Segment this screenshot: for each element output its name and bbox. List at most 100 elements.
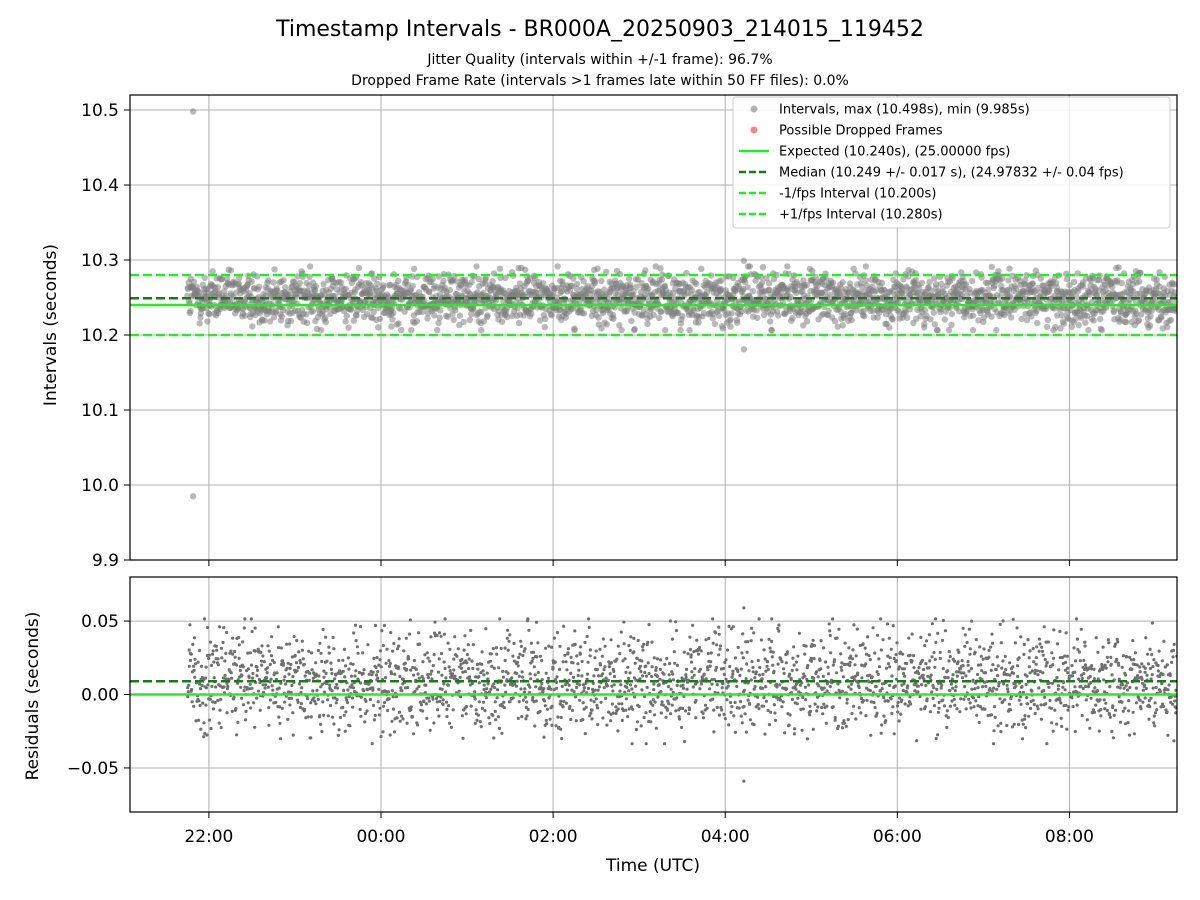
residual-point [429,672,433,676]
residual-point [290,655,294,659]
residual-point [577,683,582,687]
residual-point [874,684,878,689]
residual-point [1006,687,1010,691]
residual-point [495,696,499,700]
residual-point [186,690,190,694]
residual-point [366,643,370,647]
residual-point [447,721,452,725]
residual-point [968,701,972,705]
residual-point [864,652,869,656]
residual-point [270,684,274,688]
residual-point [601,672,605,676]
interval-point [431,312,438,319]
residual-point [240,696,244,700]
residual-point [763,657,767,661]
residual-point [824,721,828,725]
residual-point [684,667,689,672]
residual-point [1044,664,1048,668]
residual-point [946,669,950,673]
residual-point [879,617,883,621]
residual-point [812,656,816,661]
residual-point [516,664,520,668]
residual-point [480,706,484,711]
residual-point [650,665,654,669]
residual-point [322,669,326,673]
interval-point [662,326,669,334]
interval-point [489,278,496,285]
interval-point [598,325,605,332]
residual-point [867,680,871,684]
interval-point [1085,326,1092,334]
residual-point [822,686,826,690]
interval-point [440,277,447,285]
residual-point [413,689,417,694]
residual-point [640,659,644,663]
residual-point [609,661,614,665]
residual-point [859,696,864,701]
residual-point [588,714,592,718]
residual-point [534,699,538,703]
residual-point [212,676,216,680]
residual-point [995,655,999,659]
residual-point [1020,718,1024,722]
interval-point [656,314,663,322]
residual-point [883,699,887,703]
residual-point [583,640,587,645]
residual-point [680,677,685,681]
residual-point [929,673,933,677]
residual-point [618,652,622,656]
residual-point [953,703,957,707]
residual-point [344,664,348,668]
residual-point [326,698,330,702]
residual-point [615,657,619,661]
residual-point [253,725,257,729]
interval-point [1043,323,1051,331]
residual-point [584,705,588,709]
interval-point [568,282,575,289]
residual-point [542,699,547,703]
residual-point [506,648,510,652]
residual-point [280,706,284,710]
residual-point [216,657,220,661]
residual-point [359,714,363,718]
residual-point [538,654,543,658]
residual-point [188,658,193,663]
residual-point [1040,645,1044,649]
residual-point [979,654,983,658]
chart-subtitle-dropped: Dropped Frame Rate (intervals >1 frames … [351,73,849,89]
residual-point [997,680,1002,685]
residual-point [1008,673,1012,677]
residual-point [260,663,264,667]
residual-point [319,651,323,655]
interval-point [450,316,457,324]
residual-point [554,724,558,728]
interval-point [610,315,617,322]
residual-point [593,688,597,692]
residual-point [750,660,754,664]
residual-point [666,685,671,689]
residual-point [711,641,715,645]
interval-point [1115,264,1122,271]
residual-point [628,683,633,687]
residual-point [283,700,287,704]
residual-point [977,720,981,725]
residual-point [317,674,321,678]
residual-point [384,676,388,680]
residual-point [611,689,615,693]
residual-point [776,626,780,631]
residual-point [562,624,566,628]
interval-point [941,316,948,323]
residual-point [775,682,779,687]
residual-point [870,675,874,679]
residual-point [1037,637,1041,641]
residual-point [948,704,953,708]
residual-point [773,711,777,715]
residual-point [573,629,577,633]
residual-point [963,633,967,637]
residual-point [655,657,660,661]
residual-point [464,712,468,716]
interval-point [775,312,782,319]
residual-point [682,686,686,690]
residual-point [286,717,290,722]
residual-point [875,670,879,674]
